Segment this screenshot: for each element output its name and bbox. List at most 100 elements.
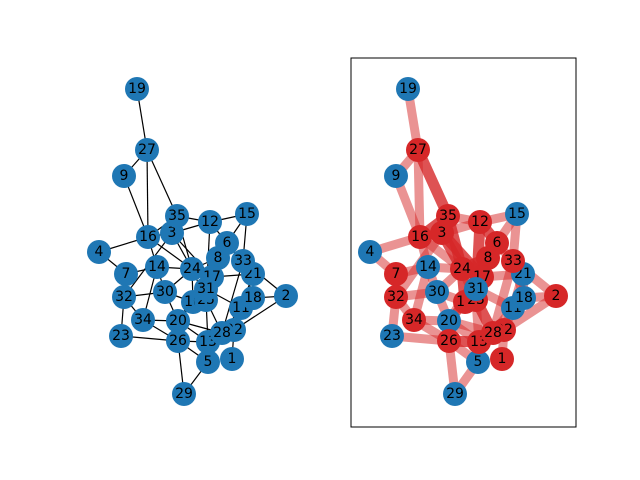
node-circle (512, 286, 536, 310)
node-2: 2 (544, 284, 568, 308)
node-label: 2 (282, 288, 291, 304)
node-circle (196, 350, 220, 374)
node-circle (501, 249, 525, 273)
node-circle (384, 164, 408, 188)
node-circle (210, 321, 234, 345)
node-label: 28 (484, 325, 502, 341)
node-circle (481, 321, 505, 345)
node-label: 30 (428, 284, 446, 300)
node-12: 12 (468, 210, 492, 234)
node-30: 30 (425, 280, 449, 304)
node-33: 33 (231, 249, 255, 273)
node-label: 34 (405, 312, 423, 328)
node-circle (235, 202, 259, 226)
edge-27-16 (146, 149, 149, 238)
node-label: 19 (128, 81, 146, 97)
node-31: 31 (194, 277, 218, 301)
node-circle (231, 249, 255, 273)
node-circle (380, 324, 404, 348)
node-label: 33 (234, 253, 252, 269)
node-circle (476, 246, 500, 270)
node-35: 35 (165, 204, 189, 228)
node-label: 20 (440, 313, 458, 329)
node-16: 16 (136, 225, 160, 249)
node-26: 26 (166, 329, 190, 353)
node-14: 14 (145, 255, 169, 279)
node-19: 19 (396, 77, 420, 101)
node-circle (206, 246, 230, 270)
node-31: 31 (464, 277, 488, 301)
node-label: 27 (409, 142, 427, 158)
node-32: 32 (384, 285, 408, 309)
node-5: 5 (466, 350, 490, 374)
node-29: 29 (172, 382, 196, 406)
node-35: 35 (436, 204, 460, 228)
node-circle (198, 210, 222, 234)
node-label: 7 (122, 266, 131, 282)
node-16: 16 (408, 225, 432, 249)
node-circle (437, 309, 461, 333)
node-8: 8 (476, 246, 500, 270)
edge-33-28 (221, 260, 244, 334)
node-circle (402, 308, 426, 332)
node-circle (464, 277, 488, 301)
node-label: 16 (139, 229, 157, 245)
node-20: 20 (166, 309, 190, 333)
node-label: 14 (419, 259, 437, 275)
node-circle (145, 255, 169, 279)
node-circle (436, 204, 460, 228)
node-circle (425, 280, 449, 304)
node-label: 15 (508, 206, 526, 222)
node-15: 15 (505, 202, 529, 226)
node-18: 18 (512, 286, 536, 310)
node-label: 19 (399, 81, 417, 97)
node-label: 18 (515, 290, 533, 306)
node-label: 35 (168, 208, 186, 224)
right-network-panel: 1234567891011121314151617181920212223242… (350, 57, 577, 428)
node-circle (505, 202, 529, 226)
node-label: 15 (238, 206, 256, 222)
node-label: 27 (138, 142, 156, 158)
node-label: 14 (148, 259, 166, 275)
node-label: 30 (156, 284, 174, 300)
node-9: 9 (112, 164, 136, 188)
edge-27-16 (413, 149, 425, 238)
node-label: 29 (446, 386, 464, 402)
node-2: 2 (274, 284, 298, 308)
node-label: 1 (498, 351, 507, 367)
node-label: 24 (453, 261, 471, 277)
node-circle (112, 285, 136, 309)
edge-27-35 (146, 149, 178, 217)
node-26: 26 (437, 329, 461, 353)
node-label: 29 (175, 386, 193, 402)
node-circle (443, 382, 467, 406)
node-circle (87, 240, 111, 264)
node-label: 32 (387, 289, 405, 305)
node-label: 3 (168, 225, 177, 241)
node-28: 28 (481, 321, 505, 345)
node-4: 4 (87, 240, 111, 264)
node-circle (241, 286, 265, 310)
node-circle (490, 347, 514, 371)
node-label: 23 (383, 328, 401, 344)
node-24: 24 (450, 257, 474, 281)
node-label: 5 (474, 354, 483, 370)
node-4: 4 (358, 240, 382, 264)
node-circle (165, 204, 189, 228)
node-label: 32 (115, 289, 133, 305)
node-circle (220, 347, 244, 371)
node-label: 20 (169, 313, 187, 329)
node-label: 5 (204, 354, 213, 370)
node-circle (136, 225, 160, 249)
node-circle (153, 280, 177, 304)
node-label: 31 (467, 281, 485, 297)
node-circle (450, 257, 474, 281)
node-27: 27 (135, 138, 159, 162)
right-nodes: 1234567891011121314151617181920212223242… (358, 77, 568, 406)
node-23: 23 (380, 324, 404, 348)
node-circle (544, 284, 568, 308)
node-label: 31 (197, 281, 215, 297)
